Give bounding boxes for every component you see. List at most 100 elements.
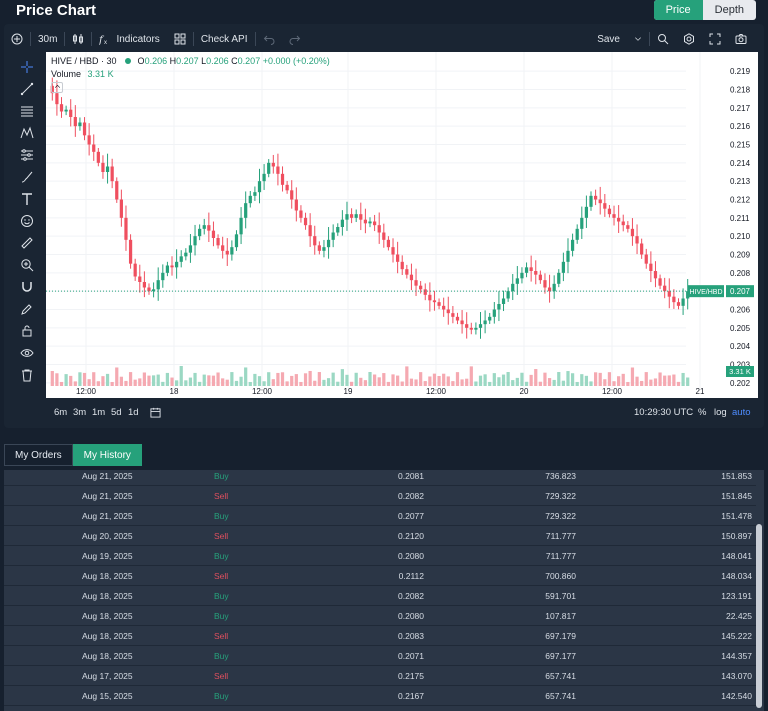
- save-menu-button[interactable]: [627, 28, 649, 50]
- volume-bar: [529, 374, 533, 386]
- y-tick-label: 0.212: [730, 196, 751, 205]
- timeframe-3m[interactable]: 3m: [73, 407, 87, 418]
- candle-body: [59, 104, 64, 112]
- volume-bar: [299, 381, 303, 386]
- emoji-tool[interactable]: [14, 210, 40, 232]
- candle-body: [285, 184, 289, 191]
- zoom-tool[interactable]: [14, 254, 40, 276]
- volume-bar: [478, 375, 483, 386]
- history-price: 0.2081: [398, 471, 424, 481]
- candle-body: [161, 272, 165, 281]
- templates-button[interactable]: [167, 28, 193, 50]
- y-tick-label: 0.213: [730, 177, 751, 186]
- auto-toggle[interactable]: auto: [732, 407, 751, 418]
- candle-body: [105, 166, 110, 172]
- y-tick-label: 0.204: [730, 342, 751, 351]
- chart-plot-area[interactable]: 0.219 0.218 0.217 0.216 0.215 0.214 0.213 0.212…: [46, 52, 758, 398]
- trendline-tool[interactable]: [14, 78, 40, 100]
- stay-drawing-tool[interactable]: [14, 298, 40, 320]
- quick-search-button[interactable]: [650, 28, 676, 50]
- volume-bar: [92, 372, 96, 386]
- volume-bar: [584, 375, 589, 386]
- tab-my-orders[interactable]: My Orders: [4, 444, 73, 466]
- settings-button[interactable]: [676, 28, 702, 50]
- volume-bar: [138, 378, 142, 386]
- pattern-icon: [20, 126, 34, 139]
- volume-bar: [198, 381, 202, 386]
- candle-body: [584, 206, 589, 218]
- date-range-button[interactable]: [150, 407, 161, 421]
- fib-tool[interactable]: [14, 100, 40, 122]
- timeframe-1d[interactable]: 1d: [128, 407, 139, 418]
- volume-bar: [414, 379, 418, 386]
- volume-bar: [465, 378, 469, 386]
- volume-bar: [686, 377, 690, 386]
- timeframe-5d[interactable]: 5d: [111, 407, 122, 418]
- history-date: Aug 18, 2025: [82, 651, 133, 661]
- remove-drawings-tool[interactable]: [14, 364, 40, 386]
- candle-body: [382, 232, 386, 240]
- volume-bar: [451, 381, 455, 386]
- last-price-value: 0.207: [730, 287, 751, 296]
- add-symbol-button[interactable]: [4, 28, 30, 50]
- volume-bar: [317, 372, 321, 386]
- timeframe-6m[interactable]: 6m: [54, 407, 68, 418]
- volume-bar: [133, 379, 137, 386]
- table-row: Aug 21, 2025 Buy 0.2081 736.823 151.853: [4, 470, 756, 486]
- candle-body: [299, 210, 303, 218]
- candle-body: [612, 214, 616, 218]
- candle-body: [474, 327, 478, 330]
- candlestick-chart[interactable]: 0.219 0.218 0.217 0.216 0.215 0.214 0.213 0.212…: [46, 52, 758, 398]
- candle-body: [442, 305, 446, 310]
- y-tick-label: 0.219: [730, 67, 751, 76]
- log-toggle[interactable]: log: [714, 407, 727, 418]
- volume-bar: [589, 381, 593, 386]
- volume-bar: [561, 380, 565, 386]
- trash-icon: [22, 369, 32, 382]
- ruler-tool[interactable]: [14, 232, 40, 254]
- redo-button[interactable]: [282, 28, 308, 50]
- percent-toggle[interactable]: %: [698, 407, 707, 418]
- volume-bar: [156, 374, 160, 386]
- fullscreen-button[interactable]: [702, 28, 728, 50]
- candle-body: [547, 287, 552, 292]
- volume-bar: [419, 372, 423, 386]
- undo-button[interactable]: [256, 28, 282, 50]
- volume-bar: [280, 372, 285, 386]
- projection-tool[interactable]: [14, 144, 40, 166]
- magnet-tool[interactable]: [14, 276, 40, 298]
- timeframe-1m[interactable]: 1m: [92, 407, 106, 418]
- chart-type-button[interactable]: [65, 28, 91, 50]
- hide-tool[interactable]: [14, 342, 40, 364]
- scrollbar[interactable]: [756, 524, 762, 708]
- tab-price[interactable]: Price: [653, 0, 703, 20]
- page-title: Price Chart: [16, 2, 97, 19]
- lines-icon: [21, 106, 33, 117]
- volume-bar: [147, 375, 151, 386]
- pattern-tool[interactable]: [14, 122, 40, 144]
- tab-my-history[interactable]: My History: [72, 444, 142, 466]
- candle-body: [621, 221, 625, 226]
- divider: [254, 32, 256, 46]
- utc-time[interactable]: 10:29:30 UTC: [634, 407, 694, 418]
- history-amount: 711.777: [545, 551, 576, 561]
- lock-tool[interactable]: [14, 320, 40, 342]
- save-button[interactable]: Save: [597, 33, 620, 45]
- history-total: 145.222: [721, 631, 752, 641]
- volume-badge: [726, 366, 754, 377]
- history-price: 0.2071: [398, 651, 424, 661]
- interval-button[interactable]: 30m: [38, 33, 58, 45]
- text-tool[interactable]: [14, 188, 40, 210]
- screenshot-button[interactable]: [728, 28, 754, 50]
- check-api-button[interactable]: Check API: [200, 33, 248, 45]
- crosshair-tool[interactable]: [14, 56, 40, 78]
- collapse-legend-button[interactable]: [51, 82, 63, 93]
- volume-bar: [575, 381, 579, 386]
- volume-bar: [73, 381, 77, 386]
- candle-body: [672, 296, 676, 303]
- brush-tool[interactable]: [14, 166, 40, 188]
- volume-bar: [326, 378, 331, 386]
- tab-depth[interactable]: Depth: [714, 4, 744, 16]
- volume-bar: [294, 374, 298, 386]
